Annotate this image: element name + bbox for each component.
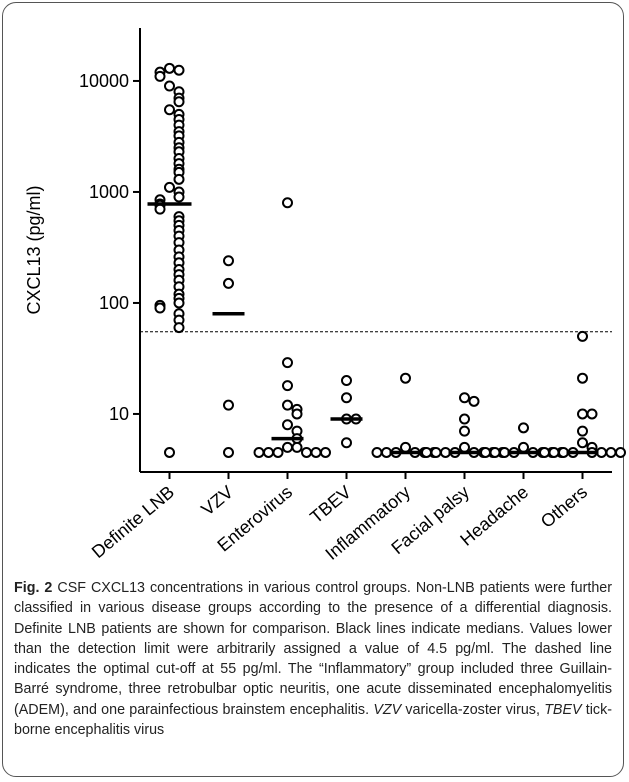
data-point	[154, 302, 166, 314]
data-point	[310, 446, 322, 458]
data-point	[154, 203, 166, 215]
data-point	[154, 70, 166, 82]
y-tick-label: 100	[99, 293, 129, 313]
data-point	[223, 446, 234, 458]
data-point	[577, 425, 588, 437]
data-point	[173, 322, 185, 334]
data-point	[282, 380, 293, 392]
data-point	[341, 392, 352, 404]
data-point	[173, 173, 185, 185]
data-point	[164, 62, 175, 74]
data-point	[400, 441, 411, 453]
data-point	[164, 80, 175, 92]
data-point	[291, 408, 303, 420]
data-point	[341, 437, 352, 449]
data-point	[518, 422, 529, 434]
data-point	[605, 446, 617, 458]
data-point	[489, 446, 501, 458]
data-point	[577, 372, 588, 384]
data-point	[548, 446, 560, 458]
data-point	[173, 96, 185, 108]
data-point	[223, 255, 234, 267]
data-point	[164, 181, 175, 193]
data-point	[282, 357, 293, 369]
data-point	[282, 419, 293, 431]
data-point	[301, 446, 312, 458]
data-point	[400, 372, 411, 384]
data-point	[341, 375, 352, 387]
y-tick-label: 10	[109, 404, 129, 424]
data-point	[586, 408, 598, 420]
data-point	[263, 446, 274, 458]
data-point	[282, 441, 293, 453]
data-point	[282, 197, 293, 209]
data-point	[518, 441, 529, 453]
caption-text: tick-borne encephalitis virus	[14, 701, 612, 739]
data-point	[430, 446, 442, 458]
data-point	[371, 446, 383, 458]
data-point	[223, 399, 234, 411]
data-point	[468, 395, 480, 407]
y-tick-label: 10000	[79, 71, 129, 91]
data-point	[577, 330, 588, 342]
x-tick-label: Others	[537, 482, 591, 532]
data-point	[459, 425, 470, 437]
data-point	[282, 399, 293, 411]
data-point	[459, 413, 470, 425]
data-point	[539, 446, 550, 458]
data-point	[421, 446, 432, 458]
data-point	[615, 446, 626, 458]
y-axis-label: CXCL13 (pg/ml)	[24, 185, 44, 314]
data-point	[577, 437, 588, 449]
data-point	[164, 104, 175, 116]
data-point	[272, 446, 284, 458]
data-point	[459, 392, 470, 404]
x-tick-label: Definite LNB	[88, 482, 178, 562]
caption-text: VZV	[373, 701, 402, 718]
data-point	[253, 446, 265, 458]
x-tick-label: VZV	[197, 482, 237, 520]
data-point	[577, 408, 588, 420]
data-point	[459, 441, 470, 453]
data-point	[320, 446, 331, 458]
data-point	[223, 277, 234, 289]
data-point	[173, 191, 185, 203]
x-tick-label: TBEV	[306, 482, 355, 528]
caption-text: TBEV	[544, 701, 582, 718]
caption-label: Fig. 2	[14, 580, 53, 596]
data-point	[173, 64, 185, 76]
y-tick-label: 1000	[89, 182, 129, 202]
caption-text: CSF CXCL13 concentrations in various con…	[14, 580, 612, 718]
data-point	[164, 446, 175, 458]
data-point	[291, 441, 303, 453]
data-point	[480, 446, 491, 458]
data-point	[173, 297, 185, 309]
caption-text: varicella-zoster virus,	[401, 701, 545, 718]
caption: Fig. 2 CSF CXCL13 concentrations in vari…	[14, 578, 612, 740]
chart: CXCL13 (pg/ml) 10 100 1000 10000 Definite LN…	[24, 28, 626, 564]
